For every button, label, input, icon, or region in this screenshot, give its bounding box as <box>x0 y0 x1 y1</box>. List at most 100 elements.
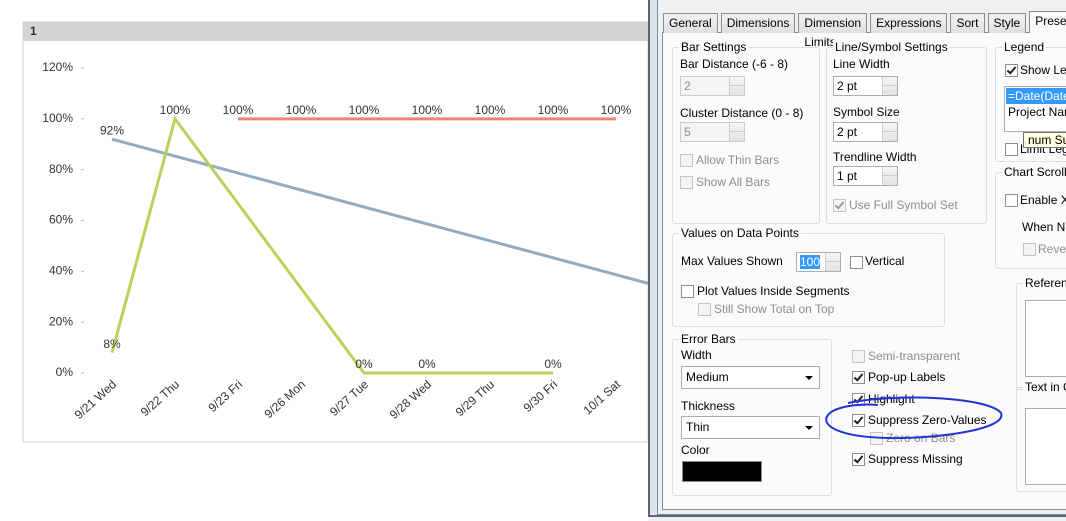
spin-arrows <box>729 77 744 95</box>
label: Trendline Width <box>833 150 917 164</box>
series-line <box>110 115 553 375</box>
tab[interactable]: Expressions <box>870 13 948 33</box>
y-tick-label: 60% <box>49 213 73 227</box>
data-label: 100% <box>475 103 506 117</box>
chart-title: 1 <box>30 24 37 38</box>
spin-arrows <box>882 77 897 95</box>
checkbox[interactable] <box>680 154 693 167</box>
legend-group: Legend <box>995 40 1066 162</box>
data-label: 0% <box>544 357 562 371</box>
annotation <box>825 396 1003 440</box>
label: Max Values Shown <box>681 254 783 268</box>
checkbox[interactable] <box>1005 64 1018 77</box>
checkbox[interactable] <box>850 256 863 269</box>
data-label: 8% <box>103 337 121 351</box>
reference-list[interactable] <box>1025 300 1066 377</box>
spin-value: 2 pt <box>837 125 858 139</box>
dropdown[interactable]: Medium <box>681 366 820 389</box>
label: Line Width <box>833 57 890 71</box>
checkbox[interactable] <box>852 453 865 466</box>
checkbox[interactable] <box>1023 243 1036 256</box>
properties-dialog: General Dimensions Dimension Limits Express… <box>648 0 1066 521</box>
chart: 1 0%20%40%60%80%100%120%9/21 Wed 9/22 Thu… <box>22 21 648 443</box>
group-title: Line/Symbol Settings <box>833 40 950 54</box>
group-title: Values on Data Points <box>679 226 801 240</box>
chart-scrolling-group: Chart Scrollin <box>995 165 1066 269</box>
spin-box[interactable]: 2 pt <box>833 122 898 142</box>
y-tick-label: 40% <box>49 264 73 278</box>
checkbox-label: Enable X- <box>1020 193 1066 207</box>
checkbox-label: Use Full Symbol Set <box>849 198 958 212</box>
checkbox-label: Vertical <box>865 254 905 268</box>
data-label: 100% <box>538 103 569 117</box>
group-title: Legend <box>1002 40 1047 54</box>
checkbox-label: Pop-up Labels <box>868 370 946 384</box>
data-label: 100% <box>223 103 254 117</box>
checkbox-label: Rever <box>1038 242 1066 256</box>
spin-arrows <box>825 253 840 271</box>
spin-value: 2 pt <box>837 79 858 93</box>
y-tick-label: 100% <box>42 111 73 125</box>
list-item[interactable]: =Date(Date, <box>1006 88 1066 104</box>
label: Thickness <box>681 399 736 413</box>
data-label: 100% <box>601 103 632 117</box>
spin-box[interactable]: 1 pt <box>833 166 898 186</box>
spin-value: 100 <box>800 255 821 269</box>
checkbox-label: Allow Thin Bars <box>696 153 780 167</box>
group-title: Bar Settings <box>679 40 749 54</box>
data-label: 100% <box>349 103 380 117</box>
checkbox[interactable] <box>852 414 865 427</box>
y-tick-label: 80% <box>49 162 73 176</box>
tab[interactable]: Presenta <box>1029 11 1066 33</box>
data-label: 0% <box>418 357 436 371</box>
list-item[interactable]: Project Nam <box>1008 105 1066 119</box>
spin-box[interactable]: 100 <box>796 252 841 272</box>
data-label: 100% <box>286 103 317 117</box>
tab[interactable]: Dimensions <box>720 13 796 33</box>
tab[interactable]: General <box>663 13 718 33</box>
checkbox-label: Plot Values Inside Segments <box>697 284 850 298</box>
chart-header <box>23 22 648 41</box>
checkbox[interactable] <box>852 350 865 363</box>
checkbox[interactable] <box>698 303 711 316</box>
text-in-chart-group: Text in C <box>1016 380 1066 492</box>
label: Color <box>681 443 710 457</box>
checkbox[interactable] <box>1005 194 1018 207</box>
checkbox[interactable] <box>1005 143 1018 156</box>
checkbox-label: Still Show Total on Top <box>714 302 835 316</box>
label: When Nu <box>1022 220 1066 234</box>
spin-box[interactable]: 2 <box>680 76 745 96</box>
chart-panel <box>22 21 648 443</box>
checkbox-label: Semi-transparent <box>868 349 961 363</box>
text-list[interactable] <box>1025 408 1066 485</box>
label: Symbol Size <box>833 105 900 119</box>
tab[interactable]: Dimension Limits <box>798 13 868 49</box>
spin-value: 5 <box>684 125 691 139</box>
dropdown-value: Medium <box>686 370 729 384</box>
checkbox[interactable] <box>833 199 846 212</box>
color-swatch[interactable] <box>682 461 762 482</box>
dropdown[interactable]: Thin <box>681 416 820 439</box>
tab[interactable]: Style <box>987 13 1027 33</box>
line-symbol-group: Line/Symbol Settings <box>826 40 987 224</box>
checkbox[interactable] <box>852 371 865 384</box>
spin-arrows <box>729 123 744 141</box>
dropdown-value: Thin <box>686 420 710 434</box>
group-title: Chart Scrollin <box>1002 165 1066 179</box>
group-title: Referen <box>1023 276 1066 290</box>
spin-box[interactable]: 5 <box>680 122 745 142</box>
data-label: 92% <box>100 123 124 137</box>
checkbox[interactable] <box>681 285 694 298</box>
data-label: 0% <box>355 357 373 371</box>
checkbox-label: Highlight <box>868 392 915 406</box>
y-tick-label: 0% <box>56 365 74 379</box>
spin-box[interactable]: 2 pt <box>833 76 898 96</box>
checkbox[interactable] <box>680 176 693 189</box>
error-bars-group: Error Bars <box>672 332 832 496</box>
tab[interactable]: Sort <box>950 13 985 33</box>
y-tick-label: 20% <box>49 314 73 328</box>
group-title: Error Bars <box>679 332 738 346</box>
spin-arrows <box>882 167 897 185</box>
bar-settings-group: Bar Settings <box>672 40 820 224</box>
